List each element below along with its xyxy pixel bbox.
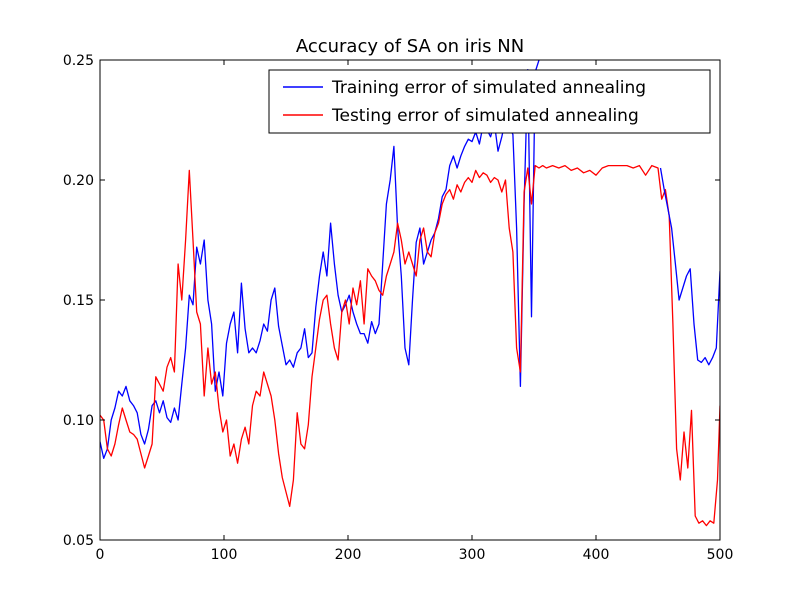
x-tick-label: 500	[707, 547, 734, 563]
x-tick-label: 0	[96, 547, 105, 563]
y-tick-label: 0.05	[63, 533, 94, 549]
series-line-1	[100, 164, 720, 527]
series-line-2	[659, 167, 720, 366]
y-tick-label: 0.20	[63, 173, 94, 189]
legend-label-testing: Testing error of simulated annealing	[331, 106, 639, 126]
y-axis: 0.05 0.10 0.15 0.20 0.25	[63, 53, 720, 549]
chart-title: Accuracy of SA on iris NN	[296, 36, 524, 57]
y-tick-label: 0.10	[63, 413, 94, 429]
x-tick-label: 200	[335, 547, 362, 563]
x-tick-label: 400	[583, 547, 610, 563]
legend: Training error of simulated annealing Te…	[268, 69, 711, 134]
x-tick-label: 100	[211, 547, 238, 563]
x-tick-label: 300	[459, 547, 486, 563]
plot-frame	[99, 59, 721, 541]
x-axis: 0 100 200 300 400 500	[96, 60, 734, 563]
legend-label-training: Training error of simulated annealing	[331, 78, 646, 98]
y-tick-label: 0.15	[63, 293, 94, 309]
legend-box	[268, 69, 711, 134]
series-line-0	[100, 60, 540, 460]
plot-area	[100, 60, 720, 527]
y-tick-label: 0.25	[63, 53, 94, 69]
